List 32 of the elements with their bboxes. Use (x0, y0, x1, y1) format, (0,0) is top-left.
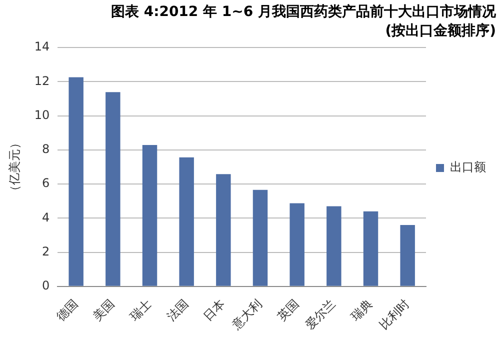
x-tick-label: 意大利 (228, 296, 265, 333)
x-tick-label: 德国 (54, 296, 80, 324)
y-tick-label: 0 (42, 278, 50, 292)
x-tick-label: 法国 (164, 296, 191, 324)
bar (363, 211, 378, 286)
x-tick-label: 日本 (200, 296, 228, 324)
y-tick-label: 12 (34, 74, 50, 88)
y-axis-title: （亿美元） (7, 136, 22, 197)
bar (216, 174, 231, 286)
legend-label: 出口额 (450, 160, 486, 174)
bar (179, 157, 194, 286)
bar (326, 206, 342, 286)
bar (68, 77, 84, 286)
x-tick-label: 英国 (274, 296, 302, 324)
x-tick-label: 比利时 (376, 296, 412, 332)
bar (106, 92, 120, 286)
x-tick-label: 爱尔兰 (302, 296, 338, 332)
bar (142, 144, 158, 286)
chart-title: 图表 4:2012 年 1~6 月我国西药类产品前十大出口市场情况 (110, 3, 497, 20)
y-tick-label: 10 (34, 108, 50, 122)
y-tick-label: 4 (42, 210, 50, 224)
y-tick-label: 6 (42, 176, 50, 190)
bar (252, 190, 268, 286)
y-tick-label: 14 (34, 40, 50, 54)
y-tick-label: 2 (42, 244, 50, 258)
x-tick-label: 美国 (90, 296, 118, 324)
x-tick-label: 瑞士 (127, 296, 154, 324)
chart-subtitle: (按出口金额排序) (385, 22, 496, 39)
y-tick-label: 8 (42, 142, 50, 156)
bar (400, 224, 415, 286)
bar (290, 203, 304, 286)
x-tick-label: 瑞典 (348, 296, 376, 324)
